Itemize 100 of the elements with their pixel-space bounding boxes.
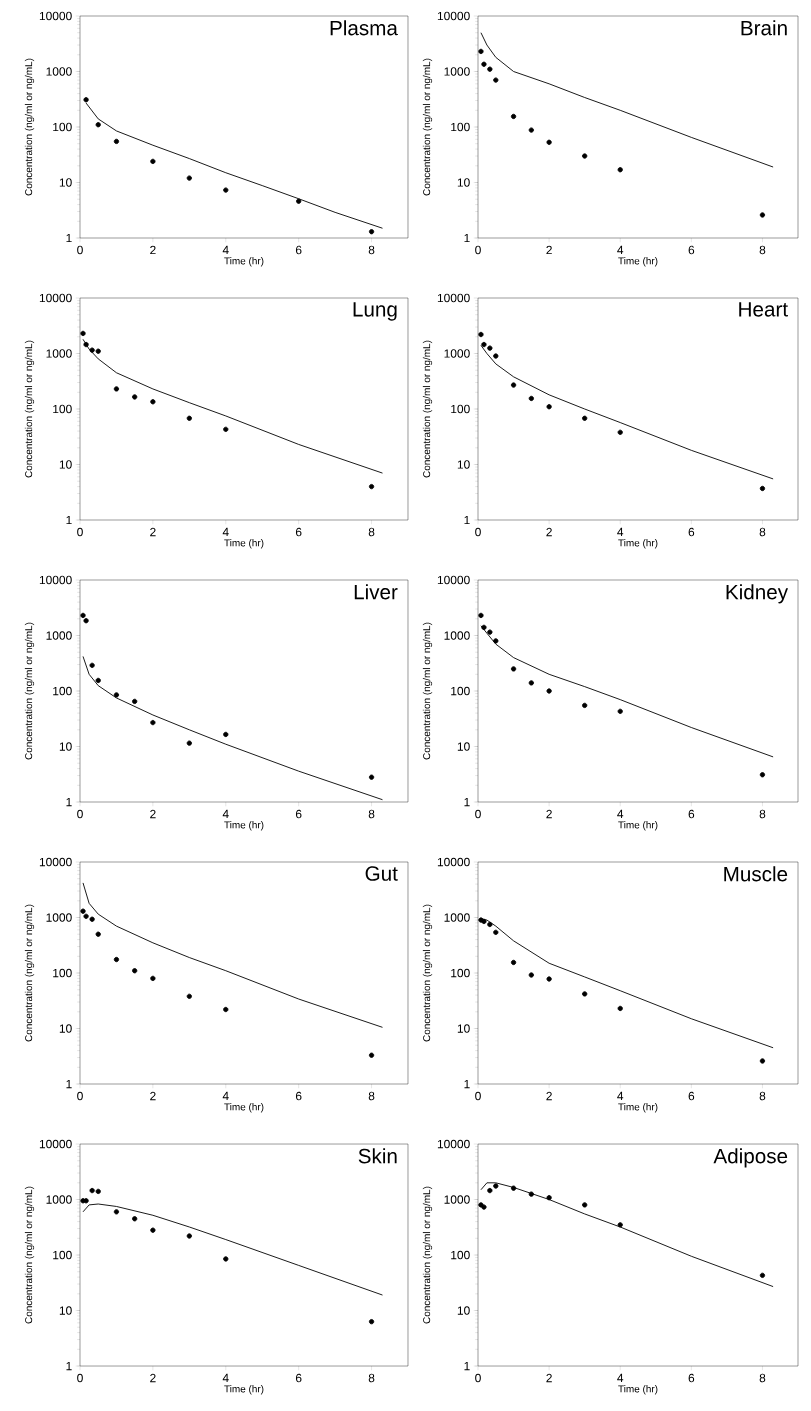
x-tick-label: 8 [759, 1373, 766, 1383]
point [478, 48, 484, 55]
y-tick-label: 100 [53, 968, 72, 978]
chart-title: Heart [739, 302, 788, 317]
point [80, 612, 86, 619]
x-tick-label: 8 [368, 1091, 375, 1101]
y-tick-label: 1 [464, 233, 470, 243]
x-tick-label: 4 [617, 245, 624, 254]
point [132, 968, 138, 974]
x-tick-label: 4 [617, 1091, 624, 1101]
x-tick-label: 6 [688, 245, 695, 255]
point [368, 483, 375, 490]
point [617, 1222, 623, 1228]
x-tick-label: 8 [759, 527, 766, 537]
x-tick-label: 2 [546, 809, 552, 819]
x-tick-label: 4 [222, 809, 229, 819]
y-tick-label: 1 [66, 1079, 72, 1089]
x-tick-label: 4 [617, 809, 624, 819]
point [759, 1272, 766, 1278]
y-axis-title: Concentration (ng/ml or ng/mL) [24, 1186, 35, 1324]
point [150, 158, 156, 165]
y-tick-label: 100 [53, 122, 72, 132]
point [510, 382, 517, 388]
y-tick-label: 10000 [437, 11, 470, 21]
y-tick-label: 1 [464, 515, 470, 525]
point [113, 1209, 120, 1215]
x-tick-label: 4 [222, 245, 229, 254]
y-tick-label: 1 [66, 1361, 72, 1371]
y-tick-label: 1 [464, 1361, 470, 1371]
point [113, 386, 120, 392]
y-tick-label: 100 [451, 968, 470, 978]
x-tick-label: 8 [759, 809, 766, 819]
x-tick-label: 4 [222, 1373, 229, 1383]
point [89, 916, 95, 922]
x-axis-title: Time (hr) [224, 257, 264, 267]
point [113, 692, 120, 698]
point [546, 688, 552, 694]
line-series [82, 882, 383, 1028]
x-tick-label: 4 [617, 527, 624, 536]
chart-title: Adipose [713, 1148, 788, 1168]
y-axis-title: Concentration (ng/ml or ng/mL) [422, 58, 433, 196]
line-series [480, 625, 774, 758]
point [368, 1052, 375, 1058]
point [223, 187, 229, 193]
x-tick-label: 8 [368, 527, 375, 537]
point [83, 341, 89, 348]
point [80, 908, 86, 914]
point [132, 698, 138, 705]
y-tick-label: 1 [464, 1079, 470, 1089]
line-series [480, 1182, 774, 1288]
chart-title: Gut [365, 866, 398, 881]
point [759, 485, 766, 492]
x-tick-label: 0 [77, 527, 83, 537]
point [510, 1185, 517, 1191]
point [487, 921, 493, 928]
point [89, 662, 95, 668]
point [83, 97, 89, 103]
point [617, 708, 623, 714]
point [95, 1188, 101, 1195]
x-tick-label: 2 [150, 245, 156, 255]
point [478, 612, 484, 619]
y-tick-label: 10000 [437, 293, 470, 303]
chart-title: Skin [358, 1148, 397, 1164]
point [546, 139, 552, 145]
x-tick-label: 0 [475, 1373, 481, 1383]
point [132, 394, 138, 400]
point [150, 1227, 156, 1233]
y-tick-label: 10 [59, 460, 72, 469]
point [132, 1216, 138, 1222]
point [481, 341, 487, 348]
x-tick-label: 2 [150, 527, 156, 537]
point [582, 415, 588, 421]
x-tick-label: 0 [77, 809, 83, 819]
x-tick-label: 4 [617, 1373, 624, 1383]
y-tick-label: 1000 [46, 913, 72, 922]
y-tick-label: 1000 [46, 67, 72, 76]
x-tick-label: 2 [546, 1091, 552, 1101]
y-tick-label: 1000 [444, 1195, 470, 1204]
y-tick-label: 1 [66, 797, 72, 807]
point [493, 77, 499, 83]
x-axis-title: Time (hr) [224, 1103, 264, 1113]
y-axis-title: Concentration (ng/ml or ng/mL) [24, 340, 35, 478]
x-axis-title: Time (hr) [618, 1103, 658, 1113]
x-tick-label: 2 [150, 809, 156, 819]
x-tick-label: 6 [295, 245, 302, 255]
y-tick-label: 10000 [437, 575, 470, 585]
y-tick-label: 10000 [39, 11, 72, 21]
y-tick-label: 10000 [39, 575, 72, 585]
y-tick-label: 1000 [444, 67, 470, 76]
y-tick-label: 10 [59, 1306, 72, 1315]
y-tick-label: 10 [457, 742, 470, 751]
point [150, 975, 156, 982]
x-tick-label: 2 [546, 527, 552, 537]
point [759, 772, 766, 778]
point [89, 1187, 95, 1194]
point [546, 404, 552, 410]
y-axis-title: Concentration (ng/ml or ng/mL) [422, 1186, 433, 1324]
chart-title: Lung [353, 302, 397, 321]
x-axis-title: Time (hr) [224, 1385, 264, 1395]
y-tick-label: 10 [457, 178, 470, 187]
